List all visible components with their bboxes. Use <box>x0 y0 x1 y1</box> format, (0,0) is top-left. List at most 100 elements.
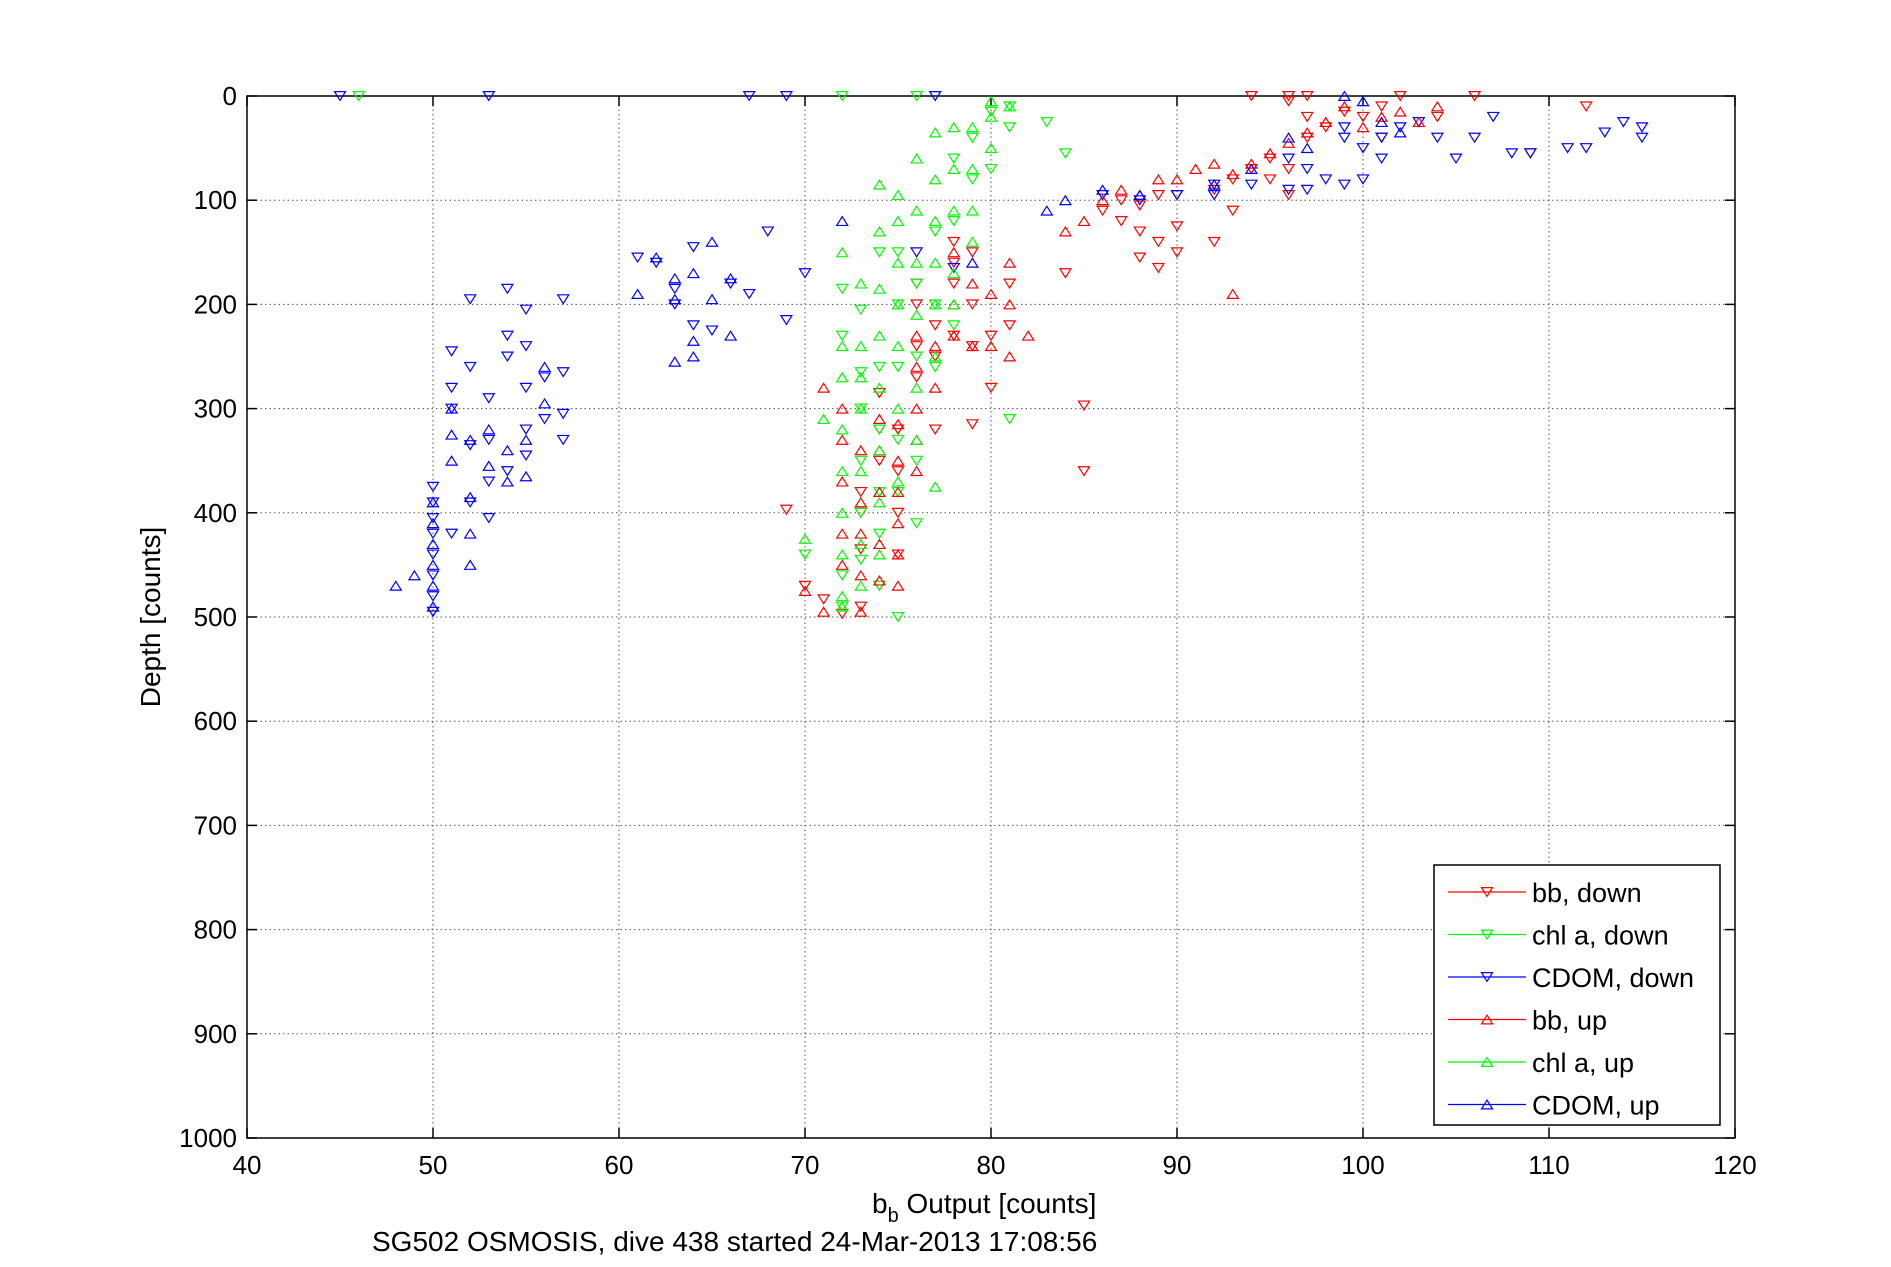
point-chl-a-up <box>891 189 905 200</box>
point-cdom-up <box>426 559 440 570</box>
point-cdom-down <box>910 247 924 258</box>
point-cdom-down <box>500 283 514 295</box>
point-cdom-down <box>426 481 440 493</box>
point-cdom-up <box>482 460 496 471</box>
point-cdom-down <box>1337 179 1351 191</box>
point-chl-a-up <box>872 179 886 190</box>
point-chl-a-up <box>928 126 942 138</box>
point-bb-up <box>1226 168 1240 180</box>
point-chl-a-up <box>965 236 979 247</box>
point-bb-up <box>854 528 868 539</box>
point-cdom-down <box>1356 174 1370 185</box>
point-cdom-up <box>463 528 477 539</box>
point-chl-a-up <box>835 423 849 435</box>
point-bb-down <box>1244 90 1258 102</box>
point-bb-down <box>891 507 905 519</box>
grid <box>247 96 1735 1138</box>
point-bb-down <box>928 320 942 331</box>
point-chl-a-up <box>910 309 924 320</box>
x-tick-label: 60 <box>605 1150 634 1180</box>
point-bb-up <box>872 538 886 550</box>
x-tick-label: 100 <box>1341 1150 1384 1180</box>
point-cdom-down <box>724 278 738 290</box>
point-chl-a-down <box>910 518 924 529</box>
legend-marker-cdom-down <box>1480 971 1494 983</box>
point-cdom-up <box>1040 205 1054 216</box>
point-chl-a-up <box>835 548 849 560</box>
point-chl-a-down <box>984 163 998 175</box>
point-chl-a-up <box>872 283 886 294</box>
point-cdom-up <box>426 538 440 550</box>
point-bb-up <box>1058 225 1072 237</box>
point-cdom-down <box>1523 148 1537 159</box>
point-chl-a-down <box>910 351 924 363</box>
axis-ticks: 40 50 60 70 80 90 100 110 120 0 100 200 300 400 500 600… <box>179 81 1757 1180</box>
point-cdom-down <box>761 226 775 237</box>
point-bb-down <box>1282 163 1296 175</box>
point-chl-a-up <box>835 340 849 352</box>
legend-marker-cdom-up <box>1480 1098 1494 1110</box>
point-bb-up <box>872 413 886 425</box>
point-bb-up <box>947 330 961 341</box>
point-bb-up <box>1021 330 1035 341</box>
point-bb-up <box>835 476 849 487</box>
point-chl-a-down <box>965 174 979 185</box>
point-chl-a-up <box>835 465 849 477</box>
point-cdom-down <box>1337 132 1351 144</box>
y-tick-label: 600 <box>194 706 237 736</box>
legend-label-cdom-up: CDOM, up <box>1532 1091 1660 1121</box>
point-cdom-down <box>556 434 570 446</box>
point-chl-a-up <box>872 330 886 341</box>
point-bb-down <box>928 424 942 435</box>
point-chl-a-down <box>947 153 961 165</box>
point-bb-up <box>910 361 924 372</box>
point-bb-up <box>835 528 849 539</box>
point-cdom-up <box>668 272 682 284</box>
point-cdom-up <box>1356 95 1370 107</box>
point-bb-down <box>984 382 998 394</box>
point-chl-a-up <box>798 533 812 544</box>
point-cdom-down <box>519 450 533 462</box>
point-bb-up <box>891 517 905 529</box>
point-chl-a-up <box>872 444 886 456</box>
point-bb-down <box>1170 221 1184 232</box>
point-bb-up <box>1151 173 1165 185</box>
point-cdom-up <box>1375 116 1389 128</box>
point-cdom-down <box>1282 184 1296 196</box>
point-bb-up <box>854 496 868 508</box>
point-bb-up <box>817 606 831 617</box>
point-bb-down <box>910 299 924 310</box>
x-tick-label: 120 <box>1713 1150 1756 1180</box>
point-cdom-down <box>668 299 682 310</box>
point-bb-up <box>1096 194 1110 206</box>
point-bb-down <box>1300 111 1314 123</box>
point-cdom-down <box>1635 122 1649 133</box>
data-points <box>333 90 1649 623</box>
point-bb-up <box>1319 116 1333 128</box>
point-bb-up <box>910 403 924 414</box>
point-bb-up <box>1003 350 1017 362</box>
point-cdom-down <box>482 393 496 404</box>
point-chl-a-down <box>872 247 886 258</box>
point-cdom-up <box>1207 179 1221 190</box>
point-bb-down <box>1151 262 1165 274</box>
point-cdom-up <box>686 350 700 362</box>
point-cdom-down <box>556 367 570 378</box>
point-cdom-up <box>463 434 477 445</box>
point-bb-down <box>891 466 905 477</box>
x-tick-label: 50 <box>419 1150 448 1180</box>
y-tick-label: 900 <box>194 1019 237 1049</box>
point-cdom-down <box>519 304 533 316</box>
point-bb-down <box>872 387 886 399</box>
point-chl-a-down <box>947 216 961 227</box>
point-bb-up <box>835 434 849 445</box>
point-chl-a-down <box>835 283 849 295</box>
point-cdom-up <box>705 293 719 305</box>
point-cdom-up <box>1393 126 1407 138</box>
point-chl-a-down <box>984 106 998 118</box>
point-bb-up <box>1170 173 1184 185</box>
point-bb-down <box>854 486 868 498</box>
point-bb-up <box>854 444 868 456</box>
point-bb-down <box>1114 195 1128 206</box>
point-cdom-up <box>426 580 440 591</box>
